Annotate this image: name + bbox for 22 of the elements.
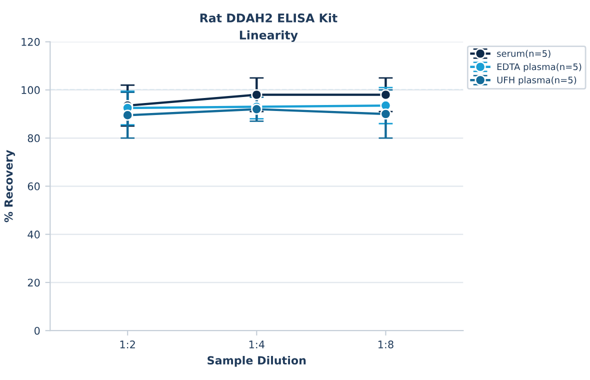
chart-subtitle: Linearity <box>240 30 298 42</box>
chart-title: Rat DDAH2 ELISA Kit <box>200 13 338 22</box>
y-axis-title: % Recovery <box>4 150 15 222</box>
y-tick-label: 0 <box>34 326 40 335</box>
point <box>251 89 262 100</box>
y-tick-label: 120 <box>22 38 40 46</box>
y-tick-label: 20 <box>28 278 40 287</box>
point <box>380 108 392 120</box>
point <box>251 104 262 115</box>
y-tick-label: 100 <box>22 86 40 94</box>
y-tick-label: 80 <box>28 134 40 142</box>
y-tick-label: 60 <box>28 182 40 190</box>
legend-label: serum(n=5) <box>497 50 550 58</box>
point <box>380 89 392 100</box>
y-tick-label: 40 <box>28 230 40 238</box>
legend-label: EDTA plasma(n=5) <box>497 63 582 72</box>
x-tick-label: 1:4 <box>249 340 264 348</box>
point <box>122 110 134 121</box>
x-axis-title: Sample Dilution <box>208 356 306 367</box>
legend-label: UFH plasma(n=5) <box>497 76 576 86</box>
x-tick-label: 1:2 <box>120 340 135 348</box>
x-tick-label: 1:8 <box>378 340 394 348</box>
